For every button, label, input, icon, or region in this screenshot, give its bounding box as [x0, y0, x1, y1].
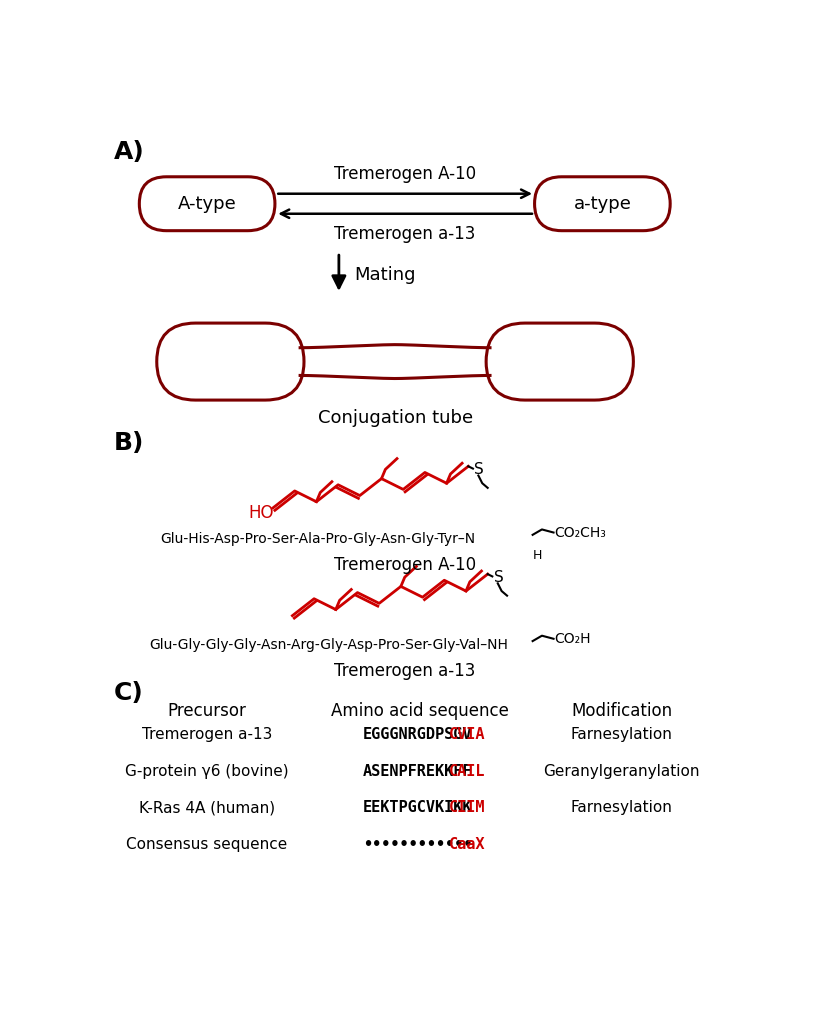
Text: Geranylgeranylation: Geranylgeranylation: [543, 764, 699, 778]
Text: H: H: [532, 549, 541, 562]
Text: CaaX: CaaX: [448, 838, 485, 852]
Text: CIIM: CIIM: [448, 801, 485, 815]
Polygon shape: [300, 345, 490, 379]
Text: Mating: Mating: [354, 265, 415, 284]
FancyBboxPatch shape: [156, 324, 304, 400]
Text: Precursor: Precursor: [167, 701, 247, 720]
Text: Tremerogen a-13: Tremerogen a-13: [333, 225, 475, 244]
Text: EEKTPGCVKIKK: EEKTPGCVKIKK: [363, 801, 472, 815]
Text: CO₂H: CO₂H: [554, 632, 590, 646]
Text: ••••••••••••: ••••••••••••: [363, 838, 472, 852]
Text: A): A): [114, 140, 145, 164]
Text: Tremerogen a-13: Tremerogen a-13: [333, 662, 475, 680]
Text: CAIL: CAIL: [448, 764, 485, 778]
Text: ASENPFREKKFF: ASENPFREKKFF: [363, 764, 472, 778]
Text: Tremerogen a-13: Tremerogen a-13: [142, 727, 272, 741]
Text: Farnesylation: Farnesylation: [570, 727, 672, 741]
Text: Glu-Gly-Gly-Gly-Asn-Arg-Gly-Asp-Pro-Ser-Gly-Val–NH: Glu-Gly-Gly-Gly-Asn-Arg-Gly-Asp-Pro-Ser-…: [149, 638, 507, 652]
FancyBboxPatch shape: [534, 177, 669, 230]
Text: S: S: [474, 462, 484, 477]
Text: Consensus sequence: Consensus sequence: [126, 838, 287, 852]
Text: a-type: a-type: [572, 195, 631, 213]
FancyBboxPatch shape: [139, 177, 274, 230]
Text: Amino acid sequence: Amino acid sequence: [331, 701, 509, 720]
Text: Farnesylation: Farnesylation: [570, 801, 672, 815]
Text: Conjugation tube: Conjugation tube: [318, 410, 473, 427]
Text: EGGGNRGDPSGV: EGGGNRGDPSGV: [363, 727, 472, 741]
Text: Glu-His-Asp-Pro-Ser-Ala-Pro-Gly-Asn-Gly-Tyr–N: Glu-His-Asp-Pro-Ser-Ala-Pro-Gly-Asn-Gly-…: [161, 531, 475, 546]
Text: C): C): [114, 681, 143, 706]
Text: CO₂CH₃: CO₂CH₃: [554, 525, 605, 540]
Text: K-Ras 4A (human): K-Ras 4A (human): [139, 801, 275, 815]
Text: HO: HO: [248, 504, 274, 521]
Text: Modification: Modification: [571, 701, 672, 720]
Text: B): B): [114, 431, 144, 455]
FancyBboxPatch shape: [486, 324, 632, 400]
Text: Tremerogen A-10: Tremerogen A-10: [333, 556, 475, 573]
Text: G-protein γ6 (bovine): G-protein γ6 (bovine): [125, 764, 288, 778]
Text: S: S: [493, 569, 503, 585]
Text: Tremerogen A-10: Tremerogen A-10: [333, 165, 475, 183]
Text: CVIA: CVIA: [448, 727, 485, 741]
Text: A-type: A-type: [178, 195, 236, 213]
